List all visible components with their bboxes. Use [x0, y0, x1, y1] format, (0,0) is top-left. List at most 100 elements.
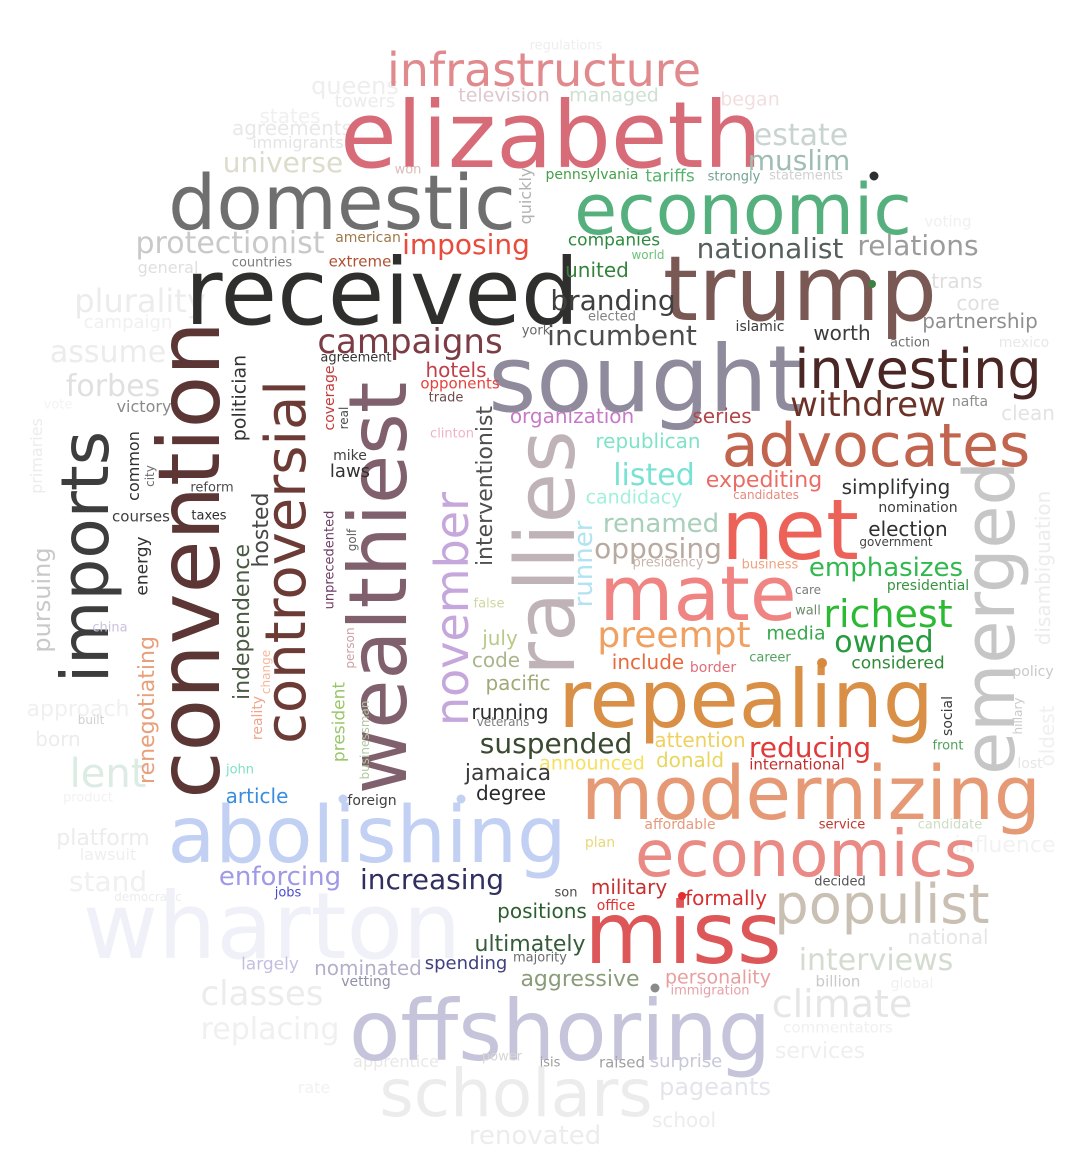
- word-personality: personality: [664, 966, 772, 989]
- word-muslim: muslim: [747, 144, 851, 177]
- word-stand: stand: [68, 865, 148, 898]
- word-listed: listed: [613, 458, 695, 493]
- word-queens: queens: [311, 72, 399, 100]
- word-approach: approach: [26, 697, 130, 722]
- word-campaigns: campaigns: [317, 322, 503, 362]
- word-candidate: candidate: [917, 817, 983, 833]
- word-scholars: scholars: [379, 1055, 653, 1132]
- word-preempt: preempt: [597, 615, 751, 656]
- word-real: real: [337, 406, 351, 430]
- word-infrastructure: infrastructure: [387, 43, 701, 97]
- word-taxes: taxes: [191, 508, 227, 524]
- word-service: service: [818, 817, 866, 833]
- word-office: office: [596, 898, 636, 914]
- word-lawsuit: lawsuit: [79, 845, 137, 864]
- word-pennsylvania: pennsylvania: [545, 167, 639, 183]
- dot-marker: [678, 892, 686, 900]
- word-classes: classes: [200, 974, 324, 1014]
- word-net: net: [721, 481, 859, 579]
- word-care: care: [794, 583, 822, 597]
- dot-marker: [650, 983, 660, 993]
- word-replacing: replacing: [200, 1012, 340, 1047]
- word-opponents: opponents: [420, 374, 500, 393]
- word-universe: universe: [222, 146, 344, 179]
- word-enforcing: enforcing: [218, 862, 342, 892]
- word-trump: trump: [662, 237, 938, 342]
- word-plan: plan: [584, 835, 616, 851]
- word-renamed: renamed: [602, 509, 720, 539]
- word-worth: worth: [813, 321, 871, 345]
- word-school: school: [651, 1108, 717, 1132]
- word-presidential: presidential: [886, 578, 970, 594]
- word-wall: wall: [795, 603, 821, 619]
- word-core: core: [956, 291, 1000, 315]
- word-energy: energy: [132, 536, 153, 596]
- word-rate: rate: [297, 1078, 331, 1097]
- word-action: action: [889, 335, 931, 351]
- word-politician: politician: [228, 354, 251, 442]
- word-unprecedented: unprecedented: [322, 510, 338, 610]
- word-mexico: mexico: [998, 335, 1050, 351]
- word-china: china: [92, 620, 128, 636]
- dot-marker: [456, 794, 466, 804]
- word-wealthiest: wealthiest: [332, 381, 425, 795]
- word-border: border: [689, 660, 737, 676]
- word-partnership: partnership: [922, 309, 1038, 333]
- word-interviews: interviews: [798, 943, 954, 978]
- word-towers: towers: [334, 91, 396, 112]
- word-assume: assume: [49, 335, 167, 370]
- word-elected: elected: [587, 309, 637, 325]
- word-won: won: [394, 162, 422, 178]
- word-democratic: democratic: [114, 890, 182, 904]
- word-influence: influence: [954, 833, 1056, 858]
- word-international: international: [749, 755, 845, 774]
- word-television: television: [458, 84, 550, 107]
- word-donald: donald: [655, 748, 725, 772]
- word-modernizing: modernizing: [581, 751, 1041, 837]
- word-expediting: expediting: [705, 468, 823, 493]
- word-investing: investing: [794, 338, 1042, 401]
- word-suspended: suspended: [479, 727, 633, 760]
- word-policy: policy: [1012, 664, 1054, 680]
- word-media: media: [766, 622, 826, 645]
- word-tariffs: tariffs: [645, 166, 695, 187]
- word-runner: runner: [569, 520, 599, 608]
- word-richest: richest: [823, 592, 953, 636]
- word-degree: degree: [475, 781, 547, 805]
- dot-marker: [817, 658, 827, 668]
- word-change: change: [259, 649, 273, 695]
- word-organization: organization: [509, 404, 635, 428]
- word-candidacy: candidacy: [585, 486, 683, 509]
- word-pageants: pageants: [659, 1073, 771, 1101]
- word-regulations: regulations: [529, 38, 603, 54]
- word-attention: attention: [654, 728, 746, 752]
- word-front: front: [932, 738, 964, 754]
- word-states: states: [259, 104, 321, 128]
- dot-marker: [868, 280, 876, 288]
- word-largely: largely: [241, 954, 299, 975]
- word-military: military: [590, 875, 668, 899]
- word-son: son: [554, 885, 578, 901]
- word-relations: relations: [857, 229, 979, 262]
- word-veterans: veterans: [476, 715, 530, 729]
- word-began: began: [720, 88, 780, 111]
- word-election: election: [868, 517, 948, 541]
- word-vote: vote: [43, 397, 73, 413]
- word-golf: golf: [345, 528, 359, 552]
- word-forbes: forbes: [65, 369, 161, 404]
- word-business: business: [741, 557, 799, 573]
- word-spending: spending: [424, 953, 508, 974]
- word-john: john: [225, 762, 255, 778]
- word-primaries: primaries: [27, 418, 46, 494]
- word-emerged: emerged: [949, 461, 1031, 775]
- word-elizabeth: elizabeth: [340, 82, 762, 189]
- word-renovated: renovated: [468, 1121, 602, 1151]
- word-agreements: agreements: [231, 116, 353, 140]
- word-economics: economics: [634, 818, 978, 892]
- word-courses: courses: [112, 507, 170, 526]
- word-withdrew: withdrew: [790, 385, 946, 425]
- word-formally: formally: [685, 886, 767, 910]
- word-coverage: coverage: [322, 365, 338, 431]
- word-protectionist: protectionist: [135, 226, 325, 261]
- word-trade: trade: [428, 390, 464, 406]
